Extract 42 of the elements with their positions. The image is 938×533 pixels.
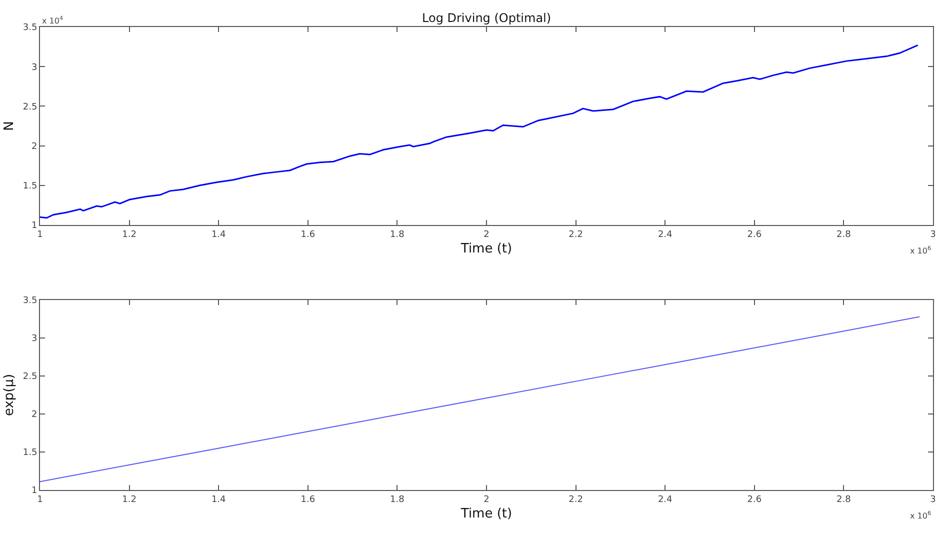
y-tick-label: 3.5 xyxy=(22,23,38,34)
x-tick-label: 3 xyxy=(930,230,936,240)
y-tick-label: 2 xyxy=(31,410,38,420)
y-axis-title: N xyxy=(2,121,17,131)
y-tick-label: 1 xyxy=(31,486,38,496)
y-tick-label: 2.5 xyxy=(22,102,38,112)
x-tick-label: 1.8 xyxy=(390,230,405,240)
y-tick-label: 3.5 xyxy=(22,296,38,306)
x-tick-label: 1.2 xyxy=(122,494,136,505)
line-series xyxy=(40,316,920,482)
x-tick-label: 2.4 xyxy=(658,230,673,240)
x-tick-label: 2.6 xyxy=(747,230,762,240)
text: x 10$^{6}$ xyxy=(910,245,932,256)
x-tick-label: 2.4 xyxy=(658,494,673,505)
x-tick-label: 2.2 xyxy=(568,230,583,240)
x-tick-label: 1.4 xyxy=(211,494,226,505)
x-tick-label: 2.2 xyxy=(568,494,583,505)
x-axis-title: Time (t) xyxy=(460,506,512,522)
x-tick-label: 2.6 xyxy=(747,494,762,505)
x-tick-label: 1.6 xyxy=(300,230,316,240)
chart-title: Log Driving (Optimal) xyxy=(422,11,552,25)
y-tick-label: 1.5 xyxy=(22,448,38,458)
y-tick-label: 2.5 xyxy=(22,372,38,382)
x-tick-label: 2.8 xyxy=(836,230,852,240)
x-tick-label: 1.6 xyxy=(300,494,316,505)
x-tick-label: 3 xyxy=(930,494,936,505)
x-tick-label: 1.8 xyxy=(390,494,405,505)
x-tick-label: 1.4 xyxy=(211,230,226,240)
x-axis-title: Time (t) xyxy=(460,241,512,256)
y-tick-label: 2 xyxy=(31,142,38,152)
y-axis-title: exp(μ) xyxy=(2,374,17,416)
line-series xyxy=(40,44,919,219)
x-tick-label: 1.2 xyxy=(122,230,136,240)
x-tick-label: 2 xyxy=(484,494,490,505)
y-tick-label: 1.5 xyxy=(22,182,38,192)
text: x 10$^{6}$ xyxy=(910,510,932,520)
y-tick-label: 3 xyxy=(31,334,38,344)
x-tick-label: 2 xyxy=(484,230,490,240)
text: x 10$^{4}$ xyxy=(42,15,64,26)
y-tick-label: 1 xyxy=(31,221,38,232)
y-tick-label: 3 xyxy=(31,62,38,73)
x-tick-label: 2.8 xyxy=(836,494,852,505)
